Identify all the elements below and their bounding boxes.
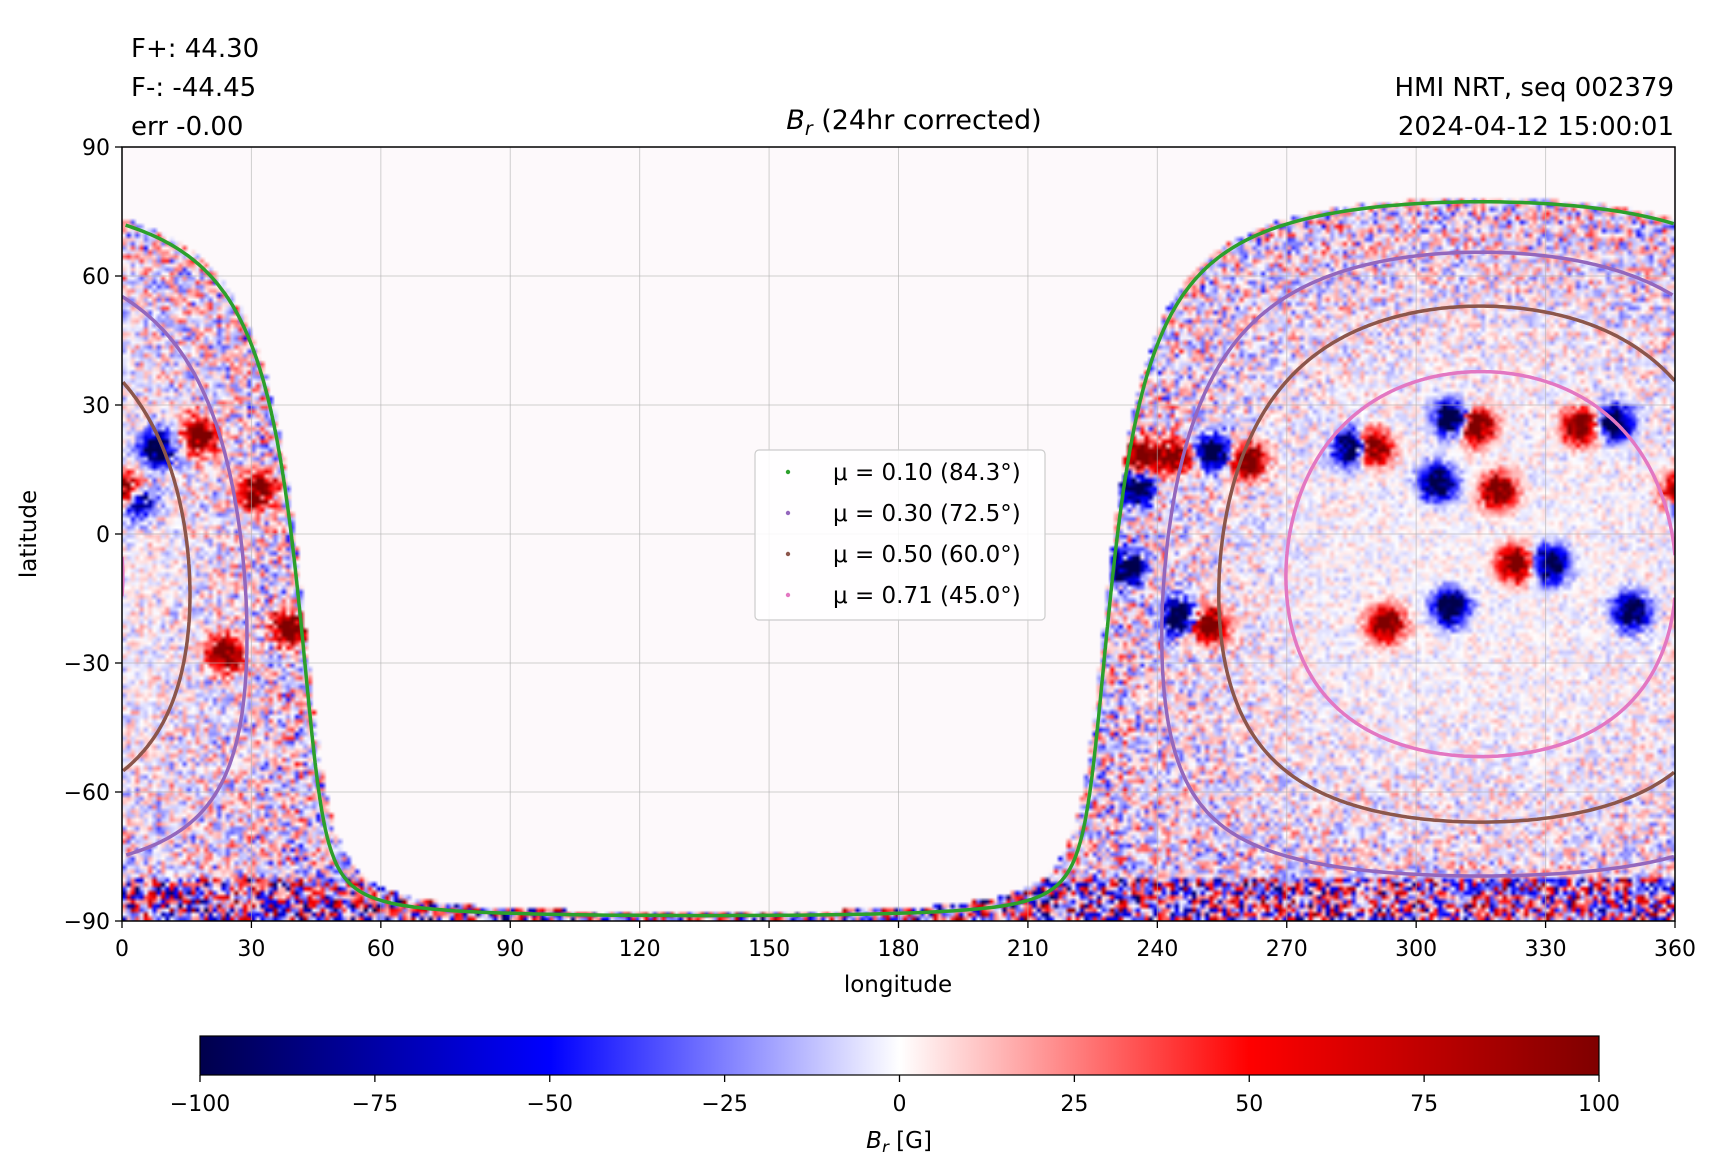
colorbar-tick-label: −75: [352, 1092, 398, 1117]
legend-entry-2: μ = 0.30 (72.5°): [833, 501, 1021, 527]
legend-marker-4: [785, 592, 791, 598]
colorbar-tick-label: −100: [170, 1092, 230, 1117]
x-tick-label: 210: [1007, 937, 1049, 962]
x-tick-label: 150: [748, 937, 790, 962]
x-tick-label: 240: [1136, 937, 1178, 962]
colorbar-tick-label: 25: [1060, 1092, 1088, 1117]
legend-entry-4: μ = 0.71 (45.0°): [833, 583, 1021, 609]
x-axis-ticks: 0 30 60 90 120 150 180 210 240 270 300 330 360: [115, 921, 1696, 962]
x-tick-label: 90: [496, 937, 524, 962]
x-tick-label: 180: [878, 937, 920, 962]
x-tick-label: 270: [1266, 937, 1308, 962]
y-tick-label: 0: [96, 523, 110, 548]
legend-marker-3: [785, 551, 791, 557]
observation-info: HMI NRT, seq 002379 2024-04-12 15:00:01: [1394, 69, 1674, 147]
legend-entry-1: μ = 0.10 (84.3°): [833, 460, 1021, 486]
observation-timestamp: 2024-04-12 15:00:01: [1397, 112, 1674, 142]
mu-contour-1: [125, 200, 1675, 918]
y-tick-label: −30: [64, 652, 110, 677]
mu-contour-2: [122, 250, 1675, 878]
x-axis-label: longitude: [844, 972, 952, 998]
legend-marker-1: [785, 469, 791, 475]
x-tick-label: 120: [619, 937, 661, 962]
x-tick-label: 0: [115, 937, 129, 962]
flux-error-text: err -0.00: [131, 112, 244, 142]
colorbar-label: Br [G]: [866, 1128, 932, 1152]
x-tick-label: 330: [1525, 937, 1567, 962]
x-tick-label: 30: [237, 937, 265, 962]
x-tick-label: 60: [367, 937, 395, 962]
colorbar-tick-label: 0: [893, 1092, 907, 1117]
y-tick-label: 60: [82, 265, 110, 290]
flux-info: F+: 44.30 F-: -44.45 err -0.00: [131, 30, 259, 147]
legend: μ = 0.10 (84.3°) μ = 0.30 (72.5°) μ = 0.50…: [754, 449, 1046, 621]
colorbar-tick-label: 50: [1235, 1092, 1263, 1117]
y-axis-label: latitude: [16, 490, 42, 578]
mu-contour-3: [122, 304, 1675, 824]
y-tick-label: 90: [82, 136, 110, 161]
colorbar: [199, 1035, 1600, 1076]
grid: [122, 147, 1675, 921]
legend-entry-3: μ = 0.50 (60.0°): [833, 542, 1021, 568]
colorbar-tick-label: 75: [1410, 1092, 1438, 1117]
colorbar-tick-label: −50: [527, 1092, 573, 1117]
y-tick-label: 30: [82, 394, 110, 419]
colorbar-tick-label: −25: [701, 1092, 747, 1117]
y-tick-label: −90: [64, 910, 110, 935]
flux-negative-text: F-: -44.45: [131, 73, 257, 103]
chart-title: Br (24hr corrected): [786, 105, 1041, 140]
colorbar-ticks: −100 −75 −50 −25 0 25 50 75 100: [170, 1075, 1620, 1117]
x-tick-label: 300: [1395, 937, 1437, 962]
instrument-sequence-text: HMI NRT, seq 002379: [1394, 73, 1674, 103]
y-axis-ticks: −90 −60 −30 0 30 60 90: [64, 136, 122, 935]
colorbar-tick-label: 100: [1578, 1092, 1620, 1117]
legend-box: [754, 449, 1046, 621]
x-tick-label: 360: [1654, 937, 1696, 962]
legend-marker-2: [785, 510, 791, 516]
y-tick-label: −60: [64, 781, 110, 806]
flux-positive-text: F+: 44.30: [131, 34, 260, 64]
